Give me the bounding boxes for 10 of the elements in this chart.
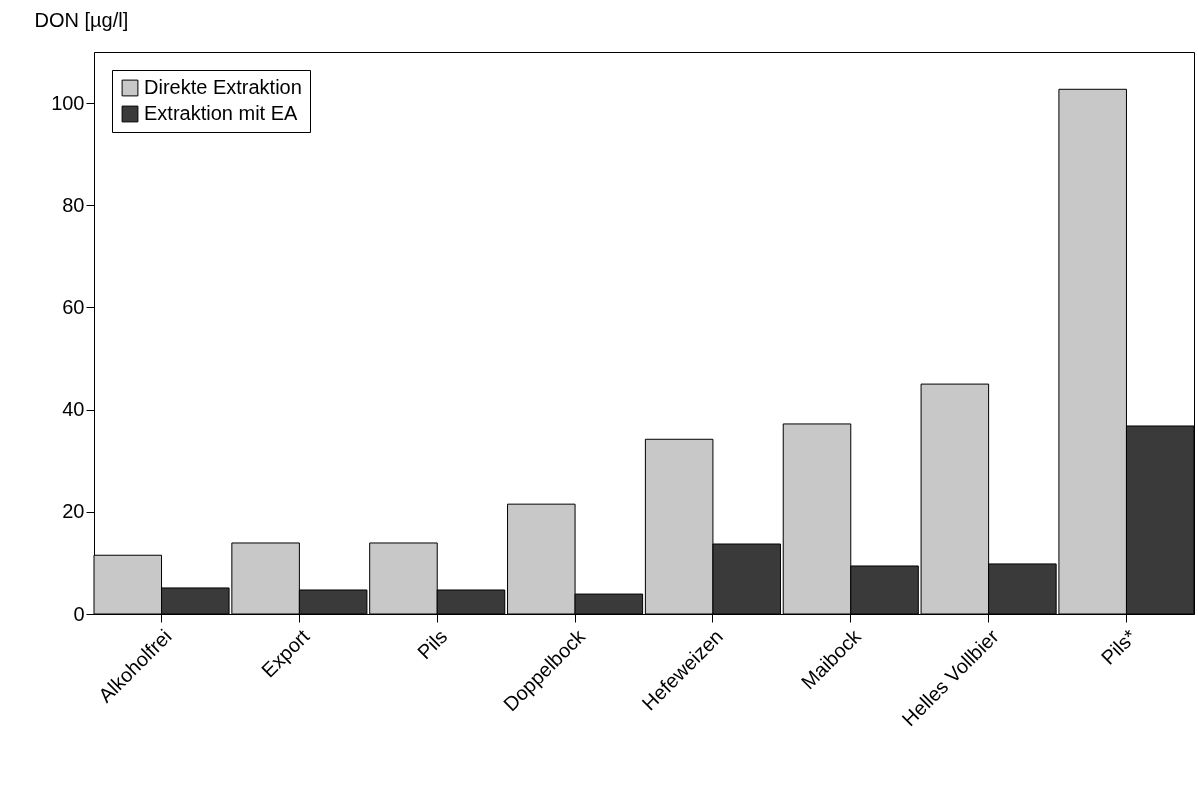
- y-tick-label: 0: [73, 602, 85, 625]
- y-tick-label: 100: [51, 91, 85, 114]
- y-tick-label: 40: [62, 398, 85, 421]
- y-axis-title: DON [µg/l]: [34, 8, 129, 31]
- y-tick-label: 20: [62, 500, 85, 523]
- x-tick-label: Pils: [413, 625, 452, 664]
- y-tick-label: 80: [62, 193, 85, 216]
- legend-label: Extraktion mit EA: [144, 102, 299, 124]
- y-tick-label: 60: [62, 295, 85, 318]
- legend-label: Direkte Extraktion: [144, 76, 302, 98]
